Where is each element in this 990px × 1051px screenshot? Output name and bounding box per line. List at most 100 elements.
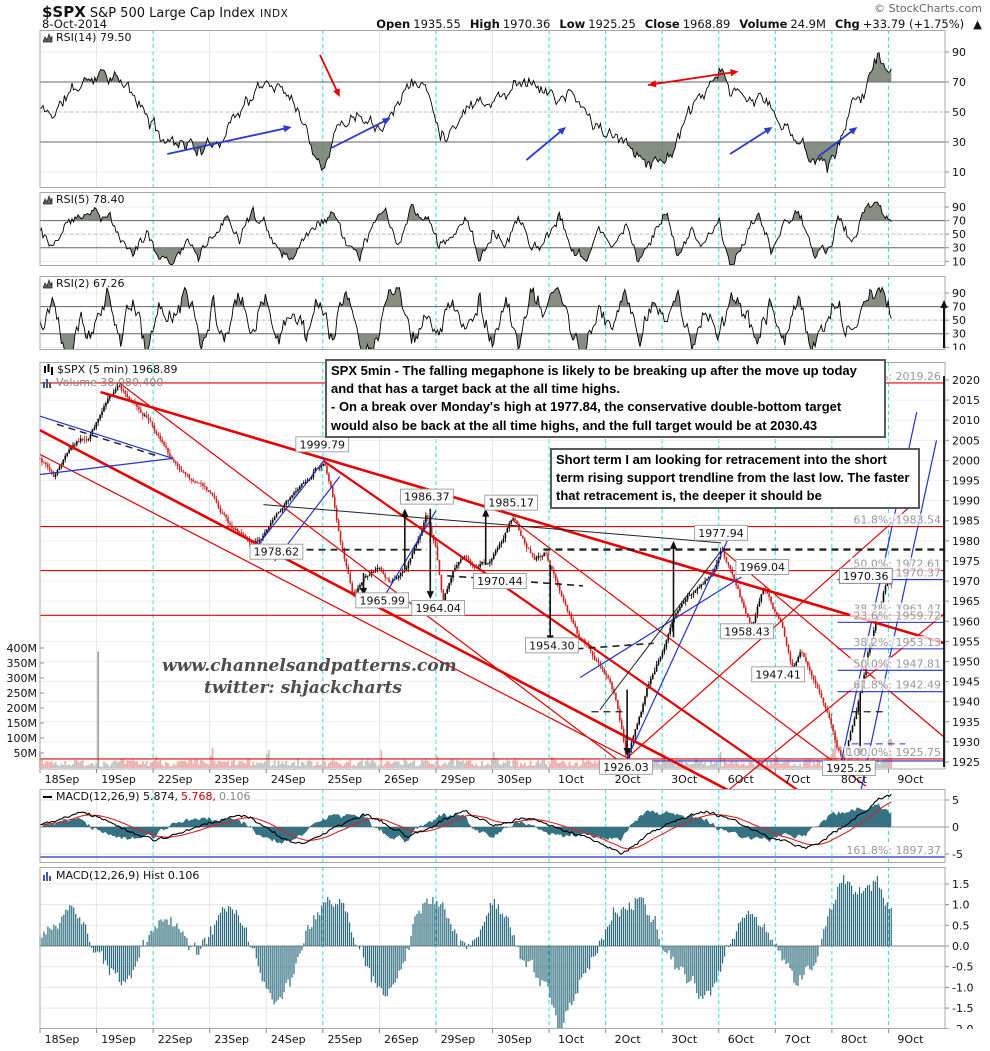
svg-text:300M: 300M (7, 672, 38, 685)
svg-text:9Oct: 9Oct (897, 773, 924, 786)
svg-text:1986.37: 1986.37 (404, 491, 450, 504)
watermark-site: www.channelsandpatterns.com (162, 656, 457, 676)
svg-text:70: 70 (952, 215, 966, 228)
svg-text:50.0%: 1947.81: 50.0%: 1947.81 (853, 657, 941, 670)
svg-text:61.8%: 1942.49: 61.8%: 1942.49 (853, 679, 941, 692)
watermark: www.channelsandpatterns.com twitter: shj… (162, 655, 457, 699)
annotation-box-retracement: Short term I am looking for retracement … (550, 448, 920, 509)
svg-text:2005: 2005 (952, 434, 980, 447)
svg-text:61.8%: 1983.54: 61.8%: 1983.54 (853, 514, 941, 527)
svg-text:50: 50 (952, 228, 966, 241)
svg-text:1964.04: 1964.04 (415, 602, 461, 615)
svg-text:30Sep: 30Sep (497, 1033, 532, 1046)
svg-text:3Oct: 3Oct (671, 1033, 698, 1046)
svg-text:1935: 1935 (952, 716, 980, 729)
macd-hist-label: MACD(12,26,9) Hist 0.106 (56, 869, 200, 882)
svg-text:24Sep: 24Sep (271, 773, 306, 786)
macd-hist-panel: 1.5 1.0 0.5 0.0 -0.5 -1.0 -1.5 -2.0 (39, 867, 973, 1029)
area-chart-icon (43, 194, 53, 204)
svg-text:6Oct: 6Oct (728, 773, 755, 786)
price-panel: 2020 2015 2010 2005 2000 1995 1990 1985 1980 1975… (7, 362, 980, 789)
svg-text:1965.99: 1965.99 (359, 594, 405, 607)
price-label: $SPX (5 min) 1968.89 (57, 363, 178, 376)
chart-date: 8-Oct-2014 (42, 17, 108, 31)
area-chart-icon (43, 32, 53, 42)
svg-text:1940: 1940 (952, 696, 980, 709)
svg-text:1945: 1945 (952, 676, 980, 689)
annotation-box-megaphone: SPX 5min - The falling megaphone is like… (325, 359, 886, 438)
rsi2-legend: RSI(2) 67.26 (43, 277, 124, 290)
svg-text:0: 0 (952, 821, 959, 834)
svg-text:23Sep: 23Sep (214, 773, 249, 786)
svg-text:29Sep: 29Sep (441, 773, 476, 786)
svg-text:1990: 1990 (952, 495, 980, 508)
svg-text:26Sep: 26Sep (384, 773, 419, 786)
watermark-twitter: twitter: shjackcharts (204, 678, 402, 699)
rsi14-label: RSI(14) 79.50 (56, 31, 132, 44)
svg-text:26Sep: 26Sep (384, 1033, 419, 1046)
svg-text:1977.94: 1977.94 (698, 527, 744, 540)
svg-text:2000: 2000 (952, 454, 980, 467)
svg-text:22Sep: 22Sep (158, 773, 193, 786)
svg-text:1925: 1925 (952, 756, 980, 769)
svg-text:1995: 1995 (952, 475, 980, 488)
svg-text:1926.03: 1926.03 (603, 761, 649, 774)
ohlc-quote-bar: Open 1935.55 High 1970.36 Low 1925.25 Close 196… (376, 17, 982, 31)
svg-text:30Sep: 30Sep (497, 773, 532, 786)
svg-text:2Oct: 2Oct (615, 1033, 642, 1046)
svg-text:22Sep: 22Sep (158, 1033, 193, 1046)
svg-text:10: 10 (952, 255, 966, 266)
svg-text:1970: 1970 (952, 575, 980, 588)
svg-text:1954.30: 1954.30 (529, 639, 575, 652)
svg-text:-2.0: -2.0 (952, 1023, 973, 1029)
svg-text:1965: 1965 (952, 595, 980, 608)
rsi5-label: RSI(5) 78.40 (56, 193, 125, 206)
svg-text:9Oct: 9Oct (897, 1033, 924, 1046)
svg-text:350M: 350M (7, 657, 38, 670)
volume-label: Volume 38,080,400 (56, 376, 164, 389)
svg-text:8Oct: 8Oct (841, 773, 868, 786)
svg-text:1960: 1960 (952, 615, 980, 628)
svg-text:1.5: 1.5 (952, 878, 970, 891)
macd-signal-value: 5.768, (181, 790, 217, 803)
svg-text:19Sep: 19Sep (101, 773, 136, 786)
svg-text:1958.43: 1958.43 (724, 625, 770, 638)
svg-text:1970.44: 1970.44 (477, 575, 523, 588)
svg-text:1969.04: 1969.04 (740, 561, 786, 574)
rsi2-label: RSI(2) 67.26 (56, 277, 125, 290)
svg-text:-1.0: -1.0 (952, 981, 973, 994)
svg-text:1947.41: 1947.41 (755, 668, 801, 681)
svg-text:2Oct: 2Oct (615, 773, 642, 786)
svg-text:400M: 400M (7, 642, 38, 655)
svg-text:1985: 1985 (952, 515, 980, 528)
rsi14-legend: RSI(14) 79.50 (43, 31, 131, 44)
svg-text:18Sep: 18Sep (45, 773, 80, 786)
svg-text:24Sep: 24Sep (271, 1033, 306, 1046)
svg-text:7Oct: 7Oct (784, 1033, 811, 1046)
exchange-tag: INDX (260, 8, 289, 20)
svg-text:1980: 1980 (952, 535, 980, 548)
svg-text:7Oct: 7Oct (784, 773, 811, 786)
svg-text:100M: 100M (7, 732, 38, 745)
macd-legend: MACD(12,26,9) 5.874, 5.768, 0.106 (43, 790, 251, 803)
svg-text:2015: 2015 (952, 394, 980, 407)
svg-text:200M: 200M (7, 702, 38, 715)
svg-text:1950: 1950 (952, 655, 980, 668)
svg-text:1925.25: 1925.25 (826, 762, 872, 775)
svg-text:10: 10 (952, 166, 966, 179)
svg-text:3Oct: 3Oct (671, 773, 698, 786)
svg-text:1970.36: 1970.36 (843, 570, 889, 583)
svg-text:50: 50 (952, 314, 966, 327)
svg-text:19Sep: 19Sep (101, 1033, 136, 1046)
svg-text:90: 90 (952, 201, 966, 214)
svg-text:161.8%: 1897.37: 161.8%: 1897.37 (846, 844, 941, 857)
svg-text:5: 5 (952, 794, 959, 807)
rsi5-legend: RSI(5) 78.40 (43, 193, 124, 206)
bar-chart-icon (43, 871, 51, 881)
line-icon (43, 795, 52, 798)
svg-text:-0.5: -0.5 (952, 961, 973, 974)
svg-text:23.6%: 1959.72: 23.6%: 1959.72 (853, 609, 941, 622)
svg-text:250M: 250M (7, 687, 38, 700)
